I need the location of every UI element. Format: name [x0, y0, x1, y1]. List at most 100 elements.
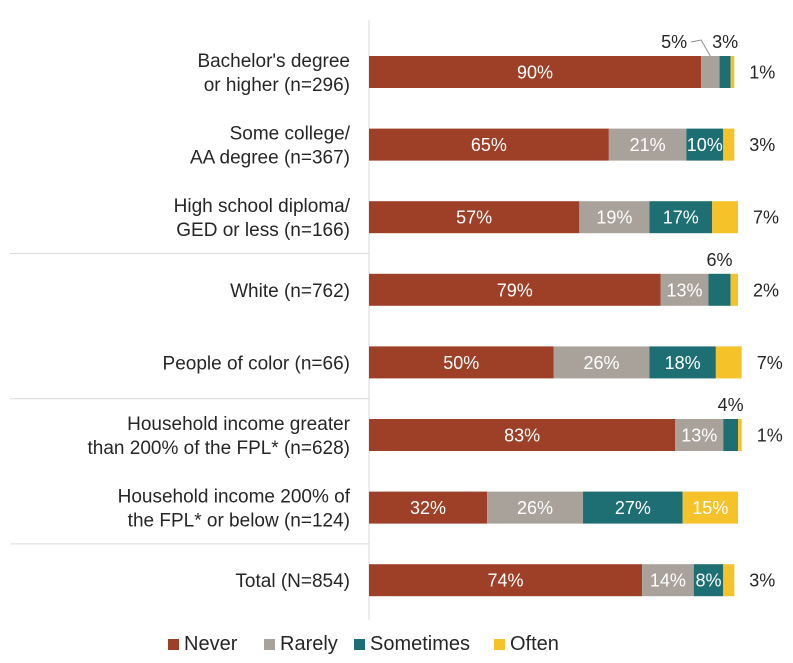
category-label-5: Household income greater than 200% of the… [88, 414, 351, 459]
bar-segment-never [369, 491, 488, 524]
data-label-often: 3% [749, 135, 775, 155]
data-label-rarely: 13% [681, 426, 717, 446]
category-label-line: People of color (n=66) [163, 353, 350, 374]
bar-segment-sometimes [649, 201, 713, 234]
data-label-rarely: 13% [666, 280, 702, 300]
bar-segment-never [369, 564, 643, 597]
data-label-rarely: 26% [517, 498, 553, 518]
legend: Never Rarely Sometimes Often [168, 633, 559, 655]
bar-segment-rarely [642, 564, 694, 597]
bar-segment-sometimes [583, 491, 683, 524]
bar-segment-rarely [675, 419, 724, 451]
category-label-3: White (n=762) [230, 281, 350, 302]
bar-segment-rarely [579, 201, 650, 234]
legend-label-sometimes: Sometimes [370, 633, 470, 655]
bar-segment-often [723, 564, 735, 597]
bar-segment-often [723, 128, 735, 161]
data-label-rarely: 5% [661, 32, 687, 52]
data-label-sometimes: 3% [712, 32, 738, 52]
legend-label-often: Often [510, 633, 559, 655]
data-labels: 90% 1% 3% 5% 65% 21% 10% 3% 57% 19% 17% 7% 79% 13% 2% 6… [410, 32, 783, 591]
data-label-never: 74% [488, 571, 524, 591]
group-separators [10, 253, 369, 545]
bar-segment-rarely [553, 346, 650, 379]
data-label-never: 79% [497, 280, 533, 300]
category-label-line: or higher (n=296) [204, 75, 350, 96]
bar-segment-often [730, 56, 735, 88]
bar-segment-sometimes [719, 56, 731, 88]
bar-segment-never [369, 273, 661, 306]
category-label-line: Total (N=854) [235, 571, 350, 592]
bar-segment-sometimes [723, 419, 738, 451]
category-label-6: Household income 200% of the FPL* or belo… [118, 487, 351, 532]
data-label-often: 15% [692, 498, 728, 518]
bar-segment-never [369, 346, 554, 379]
category-label-line: High school diploma/ [174, 196, 351, 217]
data-label-often: 7% [753, 208, 779, 228]
bar-segment-sometimes [686, 128, 724, 161]
bar-segment-often [730, 273, 738, 306]
data-label-never: 57% [456, 208, 492, 228]
category-label-line: AA degree (n=367) [190, 148, 350, 169]
data-label-often: 1% [749, 63, 775, 83]
bar-segment-rarely [608, 128, 687, 161]
bar-segment-sometimes [649, 346, 716, 379]
bar-segment-sometimes [708, 273, 731, 306]
data-label-often: 3% [749, 571, 775, 591]
data-label-rarely: 19% [596, 208, 632, 228]
bar-segments [369, 56, 742, 597]
legend-swatch-often [494, 639, 505, 650]
data-label-never: 83% [504, 426, 540, 446]
category-label-line: Household income 200% of [118, 487, 351, 508]
data-label-sometimes: 27% [615, 498, 651, 518]
bar-segment-never [369, 56, 702, 88]
data-label-rarely: 21% [630, 135, 666, 155]
data-label-never: 90% [517, 63, 553, 83]
bar-segment-rarely [660, 273, 709, 306]
bar-segment-often [712, 201, 738, 234]
legend-swatch-sometimes [354, 639, 365, 650]
leader-line [690, 39, 711, 57]
data-label-rarely: 14% [650, 571, 686, 591]
category-labels: Bachelor's degree or higher (n=296) Some c… [88, 51, 351, 592]
data-label-sometimes: 4% [718, 395, 744, 415]
category-label-line: GED or less (n=166) [176, 220, 350, 241]
data-label-sometimes: 6% [707, 250, 733, 270]
bar-segment-often [715, 346, 742, 379]
data-label-never: 32% [410, 498, 446, 518]
data-label-often: 1% [757, 426, 783, 446]
category-label-7: Total (N=854) [235, 571, 350, 592]
data-label-never: 50% [443, 353, 479, 373]
data-label-sometimes: 8% [695, 571, 721, 591]
legend-swatch-never [168, 639, 179, 650]
category-label-line: than 200% of the FPL* (n=628) [88, 438, 350, 459]
data-label-sometimes: 18% [665, 353, 701, 373]
category-label-line: the FPL* or below (n=124) [128, 511, 350, 532]
category-label-2: High school diploma/GED or less (n=166) [174, 196, 351, 241]
bar-segment-often [682, 491, 738, 524]
category-label-line: Household income greater [127, 414, 351, 435]
bar-segment-sometimes [693, 564, 724, 597]
category-label-line: Some college/ [230, 124, 351, 145]
data-label-sometimes: 17% [663, 208, 699, 228]
data-label-rarely: 26% [583, 353, 619, 373]
bar-segment-rarely [487, 491, 584, 524]
data-label-often: 2% [753, 280, 779, 300]
bar-segment-never [369, 128, 609, 161]
legend-swatch-rarely [264, 639, 275, 650]
category-label-1: Some college/AA degree (n=367) [190, 124, 351, 169]
bar-segment-never [369, 201, 580, 234]
legend-label-never: Never [184, 633, 238, 655]
data-label-never: 65% [471, 135, 507, 155]
bar-segment-never [369, 419, 676, 451]
category-label-line: Bachelor's degree [197, 51, 350, 72]
category-label-4: People of color (n=66) [163, 353, 350, 374]
category-label-0: Bachelor's degree or higher (n=296) [197, 51, 350, 96]
category-label-line: White (n=762) [230, 281, 350, 302]
data-label-often: 7% [757, 353, 783, 373]
legend-label-rarely: Rarely [280, 633, 338, 655]
bar-segment-rarely [701, 56, 720, 88]
data-label-sometimes: 10% [687, 135, 723, 155]
bar-segment-often [738, 419, 742, 451]
